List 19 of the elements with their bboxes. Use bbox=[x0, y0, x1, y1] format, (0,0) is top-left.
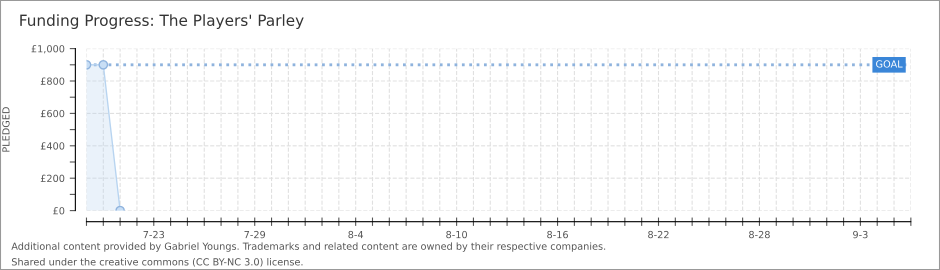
x-tick-label: 7-23 bbox=[144, 230, 164, 238]
y-tick-label: £800 bbox=[40, 77, 64, 85]
x-tick-label: 7-29 bbox=[244, 230, 266, 238]
y-axis-title: PLEDGED bbox=[2, 107, 10, 152]
x-tick-label: 8-16 bbox=[547, 230, 568, 238]
x-tick-label: 8-28 bbox=[749, 230, 770, 238]
x-tick-label: 9-3 bbox=[853, 230, 868, 238]
y-tick-label: £400 bbox=[40, 142, 64, 150]
y-tick-label: £0 bbox=[53, 207, 64, 214]
chart-title: Funding Progress: The Players' Parley bbox=[20, 14, 304, 29]
x-tick-label: 8-4 bbox=[348, 230, 364, 238]
x-tick-label: 8-10 bbox=[446, 230, 467, 238]
x-tick-label: 8-22 bbox=[648, 230, 669, 238]
text: Additional content provided by Gabriel Youngs. Trademarks and related content are owned by their respective companies. bbox=[11, 242, 606, 252]
text: Shared under the creative commons (CC BY-NC 3.0) license. bbox=[12, 258, 302, 267]
ref-line-label: GOAL bbox=[876, 60, 903, 68]
y-tick-label: £1,000 bbox=[32, 45, 64, 54]
y-tick-label: £600 bbox=[40, 110, 64, 118]
y-tick-label: £200 bbox=[40, 174, 64, 182]
